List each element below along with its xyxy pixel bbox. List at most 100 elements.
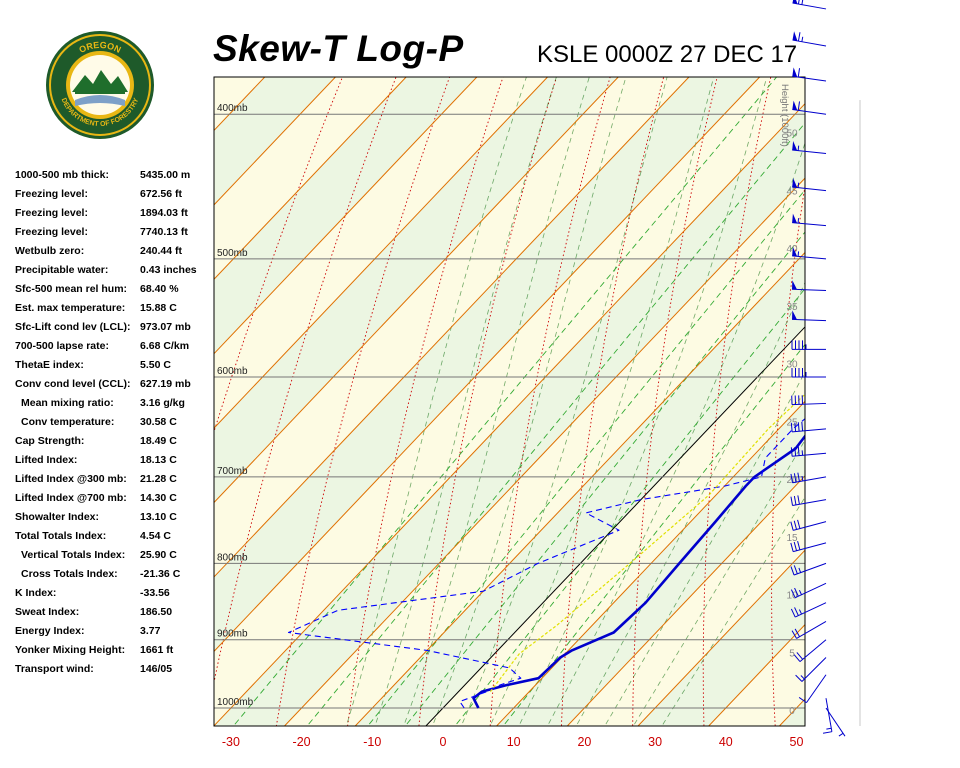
moist-adiabat [575,281,805,726]
wind-barb [791,395,827,406]
index-label: Precipitable water: [15,264,109,276]
isotherm-line [850,77,960,726]
index-value: 973.07 mb [140,321,191,333]
index-value: 672.56 ft [140,188,183,200]
wind-barb [790,562,827,576]
x-tick-label: 40 [719,735,733,749]
height-axis-label: Height (1000ft) [779,84,790,147]
index-label: Total Totals Index: [15,530,107,542]
index-label: Freezing level: [15,207,88,219]
index-value: 3.77 [140,625,161,637]
wind-barb [795,657,827,682]
index-value: 4.54 C [140,530,171,542]
index-label: Conv temperature: [21,416,115,428]
height-tick-label: 0 [789,706,795,717]
index-label: Transport wind: [15,663,94,675]
logo-top-text: OREGON [77,40,122,55]
moist-adiabats [345,77,805,726]
height-tick-label: 40 [786,244,798,255]
mixing-ratio-lines [232,77,805,726]
x-tick-label: 10 [507,735,521,749]
isotherm-line [214,77,336,206]
wind-barb [792,31,827,47]
height-tick-label: 35 [786,302,798,313]
parcel-profile [489,393,805,692]
x-tick-label: 20 [577,735,591,749]
moist-adiabat [345,77,527,726]
wind-barb [825,707,846,737]
wind-barb [790,582,827,599]
x-tick-label: -30 [222,735,240,749]
wind-barb [790,540,827,553]
wind-barb [798,674,827,704]
index-value: 1661 ft [140,644,174,656]
index-label: 700-500 lapse rate: [15,340,109,352]
isotherm-line [214,77,690,578]
moist-adiabat [518,77,768,726]
height-tick-label: 25 [786,417,798,428]
index-value: 30.58 C [140,416,177,428]
height-tick-label: 45 [786,186,798,197]
x-axis-ticks: -30 -20 -10 0 10 20 30 40 50 [222,735,804,749]
index-label: Sweat Index: [15,606,80,618]
wind-barb [790,519,827,531]
isotherm-line [214,77,407,280]
index-value: 18.13 C [140,454,177,466]
pressure-labels: 1000mb900mb800mb700mb600mb500mb400mb300m… [217,103,254,708]
x-tick-label: -10 [363,735,381,749]
dry-adiabat [214,77,397,685]
index-label: Yonker Mixing Height: [15,644,126,656]
index-label: 1000-500 mb thick: [15,169,109,181]
dry-adiabat [418,77,558,726]
index-label: Vertical Totals Index: [21,549,126,561]
index-value: 13.10 C [140,511,177,523]
index-label: Conv cond level (CCL): [15,378,131,390]
wind-barb [792,100,827,115]
index-value: 14.30 C [140,492,177,504]
x-tick-label: 0 [440,735,447,749]
pressure-label: 500mb [217,248,248,259]
pressure-label: 600mb [217,366,248,377]
wind-barb [792,280,827,291]
wind-barb [790,495,827,507]
index-label: K Index: [15,587,57,599]
height-tick-label: 5 [789,648,795,659]
wind-barb [792,310,827,322]
moist-adiabat [432,77,627,726]
x-tick-label: -20 [293,735,311,749]
index-label: Lifted Index @700 mb: [15,492,127,504]
isotherm-line [214,102,805,726]
pressure-label: 700mb [217,466,248,477]
wind-barb [791,340,826,350]
index-label: Lifted Index @300 mb: [15,473,127,485]
mixing-ratio-line [232,77,778,726]
zero-isotherm [425,326,805,726]
isotherm-line [779,698,805,726]
index-value: 0.43 inches [140,264,197,276]
wind-barb [792,0,827,10]
plot-border [213,76,806,727]
index-value: -21.36 C [140,568,181,580]
index-label: Sfc-500 mean rel hum: [15,283,128,295]
temperature-band [779,699,805,726]
index-label: Showalter Index: [15,511,100,523]
height-tick-label: 10 [786,591,798,602]
wind-barb [792,141,827,155]
index-value: 627.19 mb [140,378,191,390]
wind-barb [791,621,827,639]
index-value: 186.50 [140,606,173,618]
wind-barb [792,67,827,82]
wind-barb [793,639,827,662]
chart-title: Skew-T Log-P [213,28,464,69]
index-label: Freezing level: [15,226,88,238]
pressure-label: 1000mb [217,697,254,708]
index-label: Mean mixing ratio: [21,397,114,409]
x-tick-label: 50 [790,735,804,749]
wind-barb [822,698,833,734]
isotherm-line [214,77,478,355]
isotherm-line [214,77,761,653]
index-value: 25.90 C [140,549,177,561]
index-label: ThetaE index: [15,359,84,371]
dry-adiabat [838,0,960,768]
